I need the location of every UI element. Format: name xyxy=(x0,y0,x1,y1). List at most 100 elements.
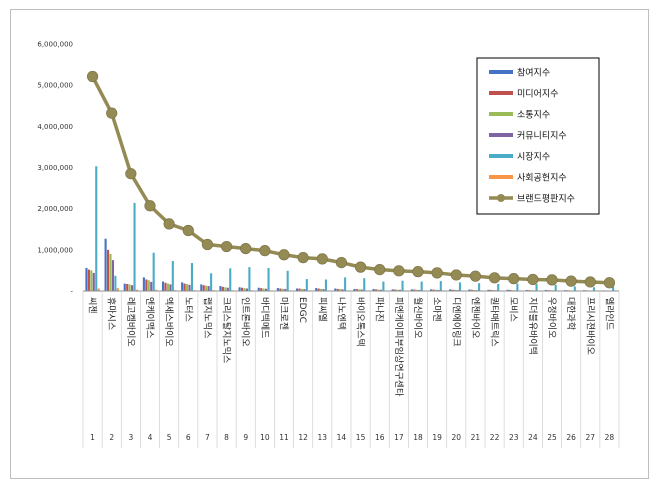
line-point xyxy=(278,249,290,261)
bar xyxy=(109,253,112,291)
bar xyxy=(131,285,134,291)
bar xyxy=(224,287,227,291)
x-tick-label: 피엔케이피부임상연구센타 xyxy=(393,297,405,397)
line-point xyxy=(393,265,405,277)
bar xyxy=(322,289,325,291)
bar xyxy=(229,268,232,291)
bar xyxy=(525,289,528,291)
line-point xyxy=(125,168,137,180)
legend-swatch xyxy=(489,133,513,137)
x-index-label: 13 xyxy=(318,433,328,442)
bar xyxy=(181,282,184,291)
bar xyxy=(573,286,576,291)
bar xyxy=(97,288,100,291)
y-tick-label: 3,000,000 xyxy=(37,164,73,172)
x-tick-label: 모비스 xyxy=(508,297,519,322)
y-tick-label: - xyxy=(70,288,73,296)
x-axis: 씨젠 1 휴마시스 2 레고켐바이오 3 엔케이맥스 4 엑세스바이오 5 노터스 6 랩지노믹스 7 크리… xyxy=(82,290,620,448)
x-tick-label: 레고켐바이오 xyxy=(125,297,137,347)
line-point xyxy=(374,263,386,276)
x-tick-label: 대한과학 xyxy=(565,297,576,330)
legend-label: 미디어지수 xyxy=(517,89,558,100)
bar xyxy=(133,202,136,291)
bar xyxy=(128,284,131,291)
line-point xyxy=(546,274,558,286)
bar xyxy=(207,286,210,291)
bar xyxy=(281,288,284,291)
x-index-label: 22 xyxy=(490,433,500,442)
y-axis: - 1,000,000 2,000,000 3,000,000 4,000,000 5,0… xyxy=(37,41,73,296)
bar xyxy=(379,289,382,291)
bar xyxy=(155,289,158,291)
bar xyxy=(186,284,189,291)
x-tick-label: 랩지노믹스 xyxy=(201,297,213,338)
x-tick-label: 크리스탈지노믹스 xyxy=(221,297,233,363)
x-index-label: 4 xyxy=(148,433,153,442)
bar xyxy=(106,249,110,291)
bar xyxy=(508,289,512,291)
line-point xyxy=(488,272,501,284)
x-index-label: 25 xyxy=(547,433,557,442)
x-tick-label: 마크로젠 xyxy=(278,297,289,330)
x-tick-label: 엑세스바이오 xyxy=(163,297,175,347)
bar xyxy=(394,289,397,291)
bar xyxy=(188,284,191,291)
bar xyxy=(377,289,380,291)
legend-swatch xyxy=(489,70,513,74)
bar xyxy=(399,289,402,291)
x-index-label: 10 xyxy=(260,433,270,442)
bar xyxy=(432,289,435,291)
x-index-label: 28 xyxy=(605,433,615,442)
bar xyxy=(219,286,222,291)
bar xyxy=(372,288,375,291)
line-point xyxy=(469,270,482,282)
bar xyxy=(344,277,347,291)
bar xyxy=(116,288,119,291)
x-tick-label: 피씨엘 xyxy=(316,297,327,322)
bar xyxy=(260,288,263,291)
brand-reputation-chart: - 1,000,000 2,000,000 3,000,000 4,000,000 5,0… xyxy=(37,41,620,448)
bar xyxy=(478,283,481,291)
bar xyxy=(298,288,301,291)
x-index-label: 8 xyxy=(224,433,229,442)
bar xyxy=(516,283,519,291)
x-tick-label: 노터스 xyxy=(182,297,193,322)
bar xyxy=(200,284,203,291)
chart-frame: - 1,000,000 2,000,000 3,000,000 4,000,000 5,0… xyxy=(10,9,649,479)
y-tick-label: 1,000,000 xyxy=(37,246,73,254)
legend-label: 시장지수 xyxy=(517,152,550,163)
bar xyxy=(415,289,418,291)
bar xyxy=(420,281,423,291)
bar xyxy=(341,289,344,291)
bar xyxy=(240,287,244,291)
line-point xyxy=(220,240,233,253)
line-point xyxy=(259,245,271,257)
bar xyxy=(303,289,306,291)
bar xyxy=(451,289,454,291)
bar xyxy=(320,288,323,291)
bar xyxy=(104,238,107,291)
line-point xyxy=(603,277,616,289)
x-index-label: 6 xyxy=(186,433,191,442)
bar xyxy=(279,288,282,291)
bar xyxy=(166,283,169,291)
bar xyxy=(468,289,471,291)
bar xyxy=(169,284,172,291)
y-tick-label: 4,000,000 xyxy=(37,123,73,131)
x-index-label: 18 xyxy=(413,433,423,442)
bar xyxy=(434,289,437,291)
x-index-label: 24 xyxy=(528,433,538,442)
x-tick-label: 디엔에이링크 xyxy=(450,297,462,347)
bar xyxy=(410,289,413,291)
bar xyxy=(202,285,205,291)
bar xyxy=(87,269,90,291)
line-point xyxy=(565,275,577,287)
x-index-label: 21 xyxy=(471,433,481,442)
line-point xyxy=(584,276,596,288)
bar xyxy=(152,252,155,291)
bar xyxy=(145,279,148,291)
x-index-label: 15 xyxy=(356,433,366,442)
bar xyxy=(454,289,457,291)
line-point xyxy=(144,200,156,212)
legend-swatch-marker xyxy=(497,194,505,202)
